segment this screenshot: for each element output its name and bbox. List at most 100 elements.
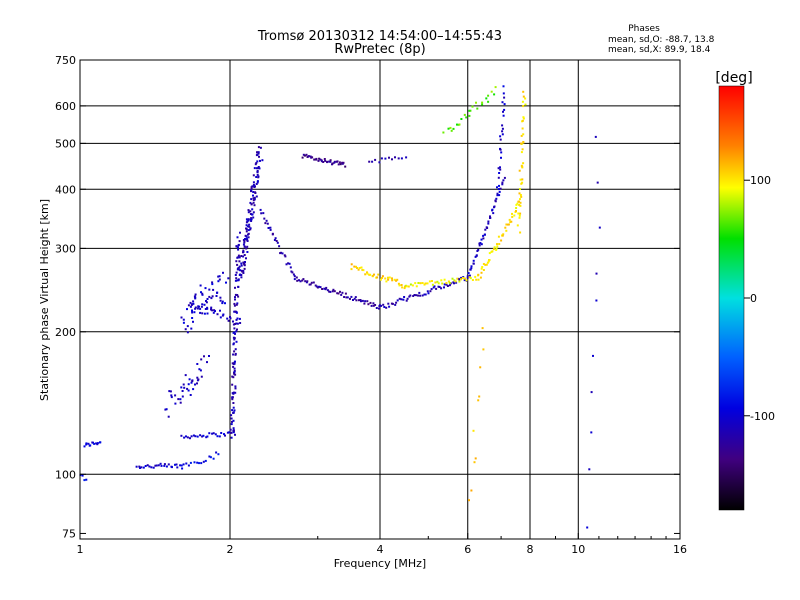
echo-point (216, 313, 219, 316)
echo-point (233, 409, 236, 412)
echo-point (518, 192, 521, 195)
echo-point (393, 278, 396, 281)
echo-point (247, 232, 250, 235)
echo-point (370, 304, 373, 307)
echo-point (329, 160, 332, 163)
echo-point (369, 273, 372, 276)
echo-point (478, 244, 481, 247)
echo-point (468, 109, 471, 112)
echo-point (154, 464, 157, 467)
phases-line-x: mean, sd,X: 89.9, 18.4 (608, 45, 711, 55)
echo-point (246, 238, 249, 241)
echo-point (426, 282, 429, 285)
echo-point (472, 262, 475, 265)
echo-point (241, 270, 244, 273)
echo-point (501, 234, 504, 237)
echo-point (504, 226, 507, 229)
echo-point (184, 374, 187, 377)
echo-point (186, 436, 189, 439)
echo-point (234, 391, 237, 394)
echo-point (194, 383, 196, 386)
echo-point (424, 293, 427, 296)
echo-point (326, 160, 328, 163)
echo-point (206, 307, 209, 310)
echo-point (371, 160, 374, 163)
echo-point (505, 229, 508, 232)
echo-point (592, 354, 594, 357)
echo-point (265, 219, 268, 222)
echo-point (252, 201, 255, 204)
echo-point (340, 293, 343, 296)
echo-point (477, 278, 480, 281)
echo-point (487, 100, 490, 103)
echo-point (501, 181, 504, 184)
echo-point (478, 242, 481, 245)
echo-point (234, 293, 237, 296)
echo-point (521, 181, 524, 184)
echo-point (401, 286, 404, 289)
echo-point (519, 201, 522, 204)
echo-point (240, 276, 243, 279)
echo-point (205, 300, 207, 302)
echo-point (491, 208, 494, 211)
echo-point (468, 114, 471, 117)
echo-point (231, 420, 233, 423)
echo-point (187, 383, 190, 386)
echo-point (186, 308, 188, 311)
echo-point (211, 432, 214, 435)
echo-point (250, 198, 253, 201)
echo-point (231, 375, 234, 378)
echo-point (233, 310, 236, 313)
echo-point (194, 307, 197, 310)
echo-point (206, 312, 209, 315)
echo-point (205, 301, 208, 304)
echo-point (521, 148, 524, 151)
echo-point (321, 288, 324, 290)
echo-point (85, 478, 88, 481)
echo-point (299, 280, 302, 283)
echo-point (596, 181, 599, 184)
echo-point (391, 158, 393, 161)
echo-point (343, 296, 346, 298)
echo-point (452, 127, 455, 130)
echo-point (307, 155, 310, 158)
echo-point (266, 222, 269, 225)
echo-point (288, 262, 291, 265)
echo-point (251, 213, 254, 216)
echo-point (463, 113, 466, 116)
echo-point (521, 127, 524, 130)
points-layer (79, 85, 601, 529)
echo-point (196, 435, 199, 438)
echo-point (396, 278, 399, 281)
echo-point (245, 228, 248, 231)
echo-point (221, 302, 224, 305)
phases-line-o: mean, sd,O: -88.7, 13.8 (608, 35, 715, 45)
echo-point (201, 303, 204, 306)
echo-point (246, 245, 249, 248)
echo-point (381, 275, 384, 278)
echo-point (167, 463, 170, 466)
echo-point (391, 302, 394, 305)
y-tick-label: 300 (55, 242, 76, 255)
echo-point (344, 292, 347, 295)
echo-point (454, 280, 457, 283)
echo-point (522, 90, 525, 93)
echo-point (496, 192, 499, 195)
echo-point (259, 208, 262, 211)
echo-point (520, 182, 523, 185)
echo-point (252, 216, 255, 219)
echo-point (235, 340, 238, 343)
echo-point (174, 463, 176, 466)
echo-point (224, 302, 226, 305)
echo-point (289, 266, 292, 269)
echo-point (194, 293, 197, 296)
echo-point (388, 156, 390, 159)
echo-point (212, 288, 215, 291)
echo-point (230, 417, 233, 420)
echo-point (232, 406, 235, 409)
echo-point (519, 198, 521, 201)
echo-point (250, 203, 253, 206)
echo-point (243, 263, 246, 266)
echo-point (169, 390, 172, 393)
echo-point (83, 445, 86, 448)
